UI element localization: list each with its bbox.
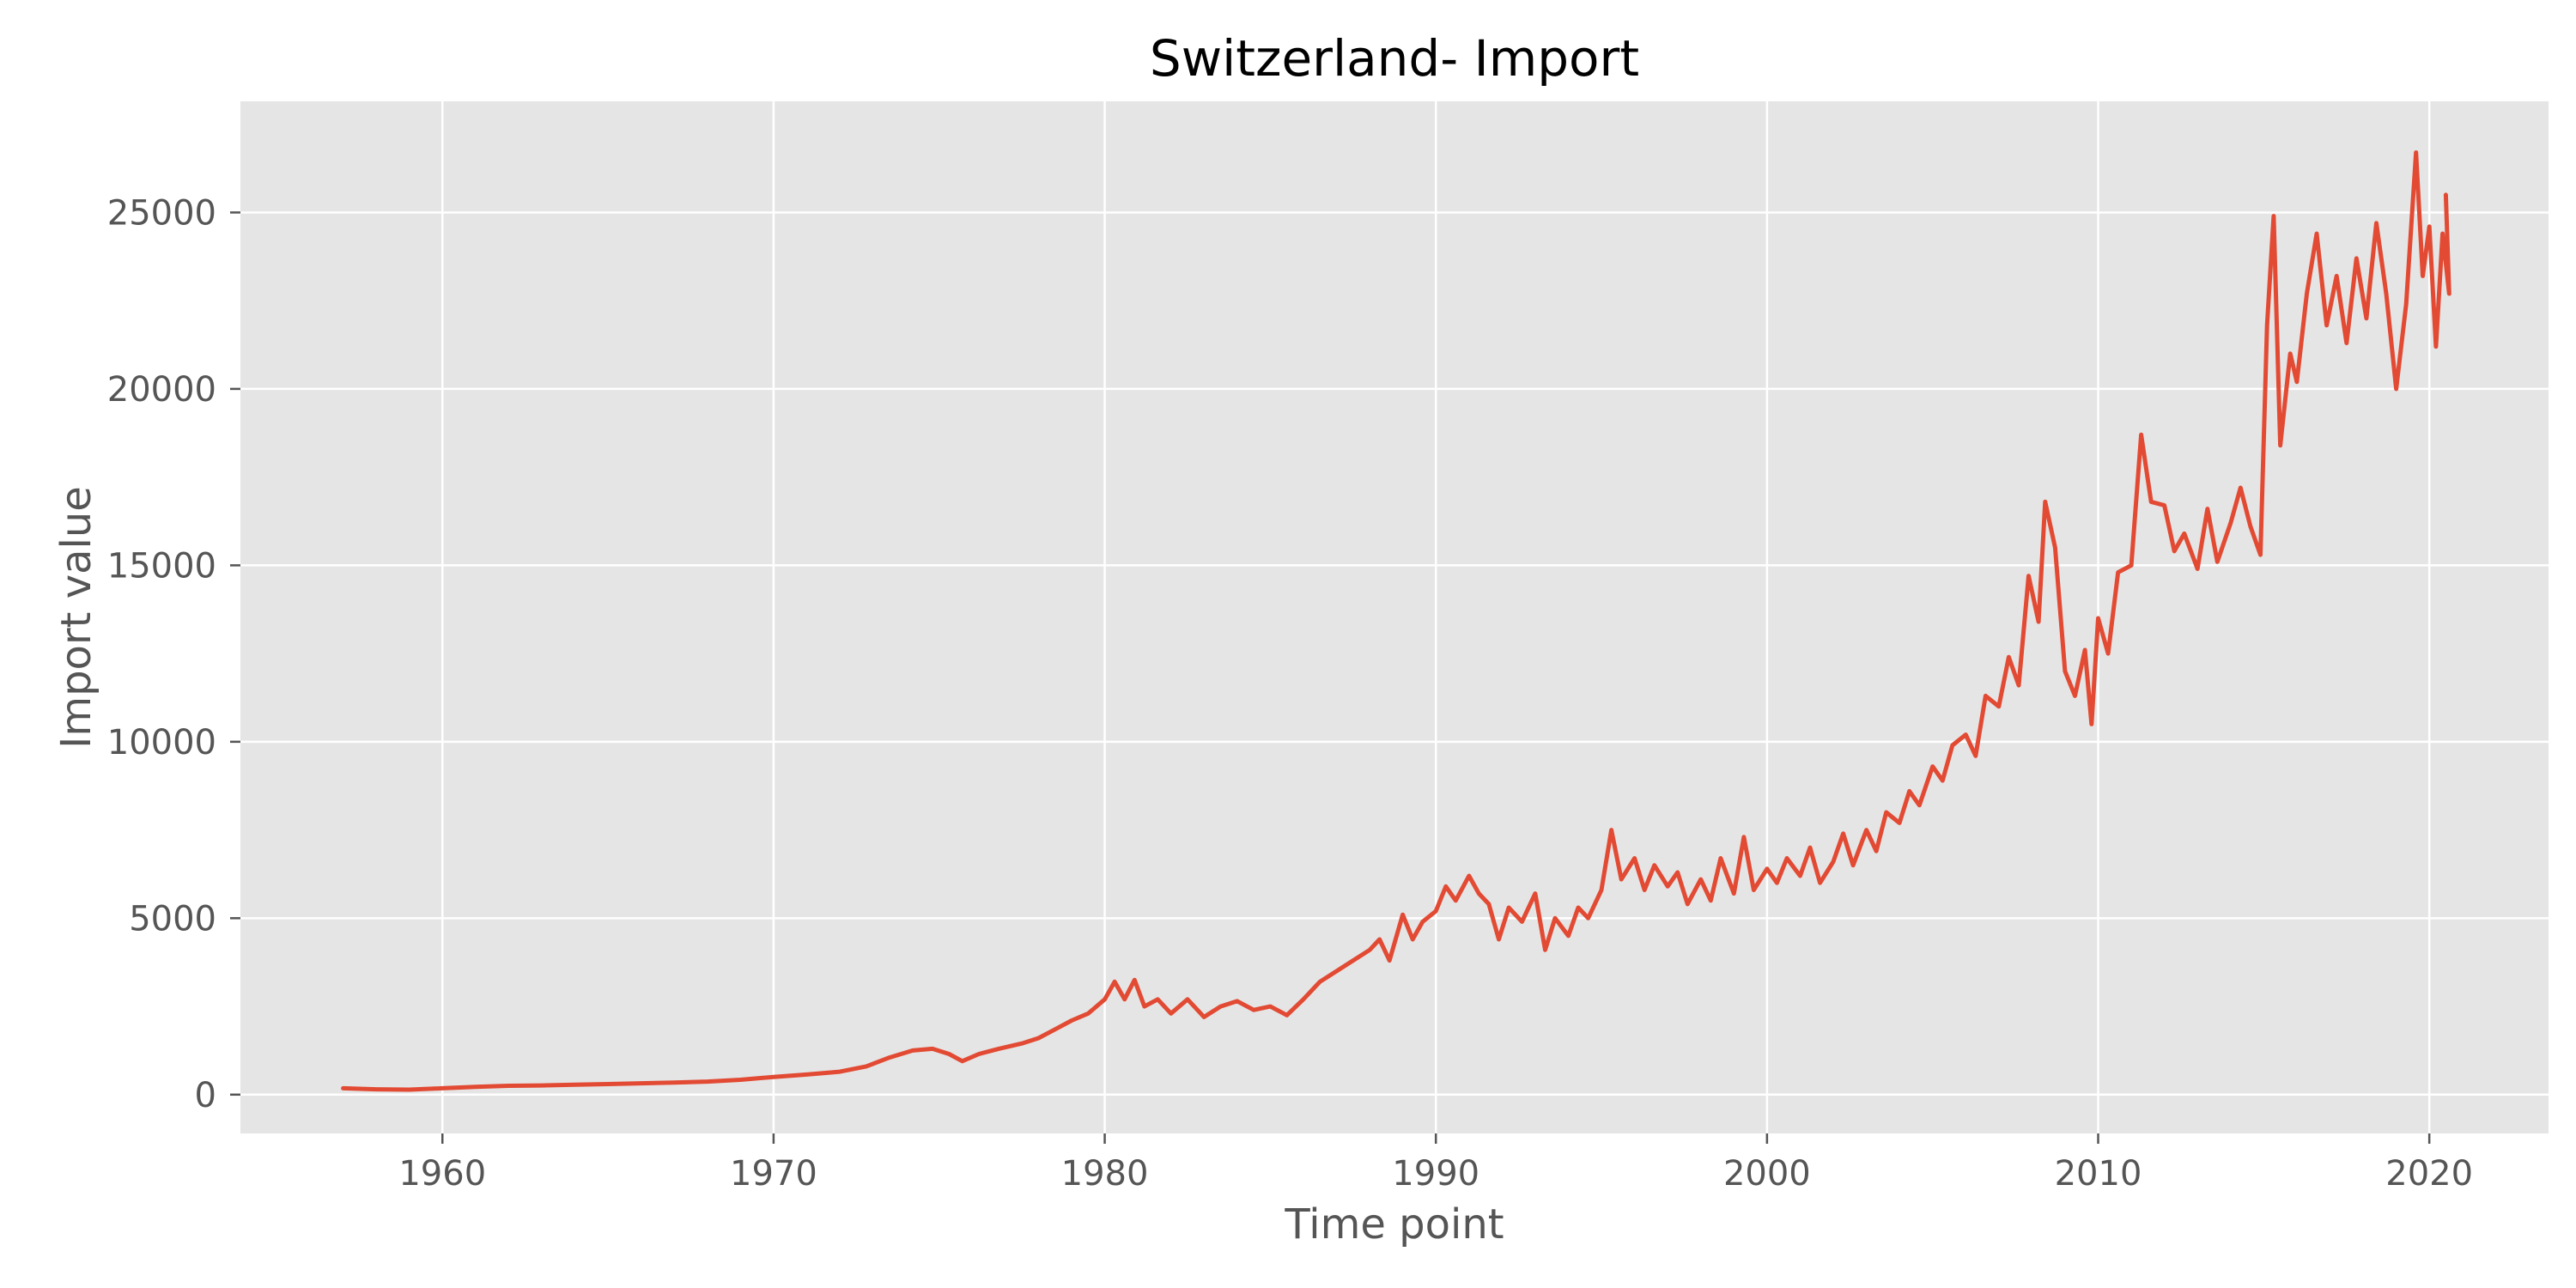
y-axis: 0 5000 10000 15000 20000 25000	[107, 193, 240, 1115]
plot-area	[240, 101, 2549, 1133]
chart-title: Switzerland- Import	[1150, 29, 1639, 88]
x-axis-label: Time point	[1284, 1200, 1504, 1249]
x-tick-label: 1980	[1061, 1154, 1149, 1194]
y-tick-label: 10000	[107, 723, 216, 762]
x-tick-label: 2020	[2385, 1154, 2473, 1194]
y-tick-label: 5000	[129, 899, 216, 939]
x-tick-label: 2010	[2055, 1154, 2142, 1194]
y-axis-label: Import value	[52, 486, 100, 749]
x-tick-label: 1990	[1392, 1154, 1479, 1194]
x-axis: 1960 1970 1980 1990 2000 2010 2020	[398, 1133, 2473, 1194]
y-tick-label: 20000	[107, 370, 216, 410]
x-tick-label: 1970	[730, 1154, 817, 1194]
x-tick-label: 1960	[398, 1154, 486, 1194]
x-tick-label: 2000	[1723, 1154, 1811, 1194]
y-tick-label: 25000	[107, 193, 216, 233]
y-tick-label: 15000	[107, 546, 216, 586]
series-line	[341, 150, 2451, 1092]
series-layer	[341, 150, 2451, 1092]
y-tick-label: 0	[195, 1076, 216, 1115]
